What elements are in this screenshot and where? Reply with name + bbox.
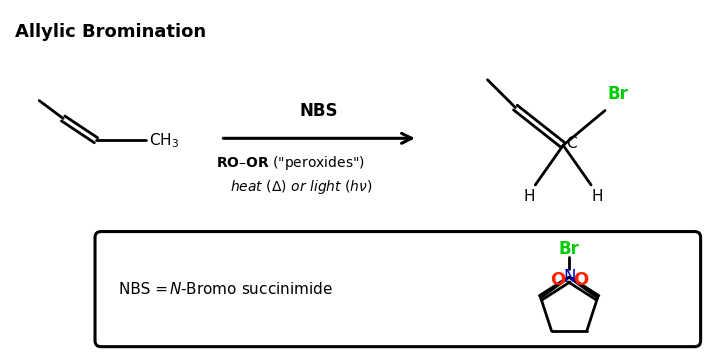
Text: N: N xyxy=(563,268,576,286)
Text: $\it{N}$-Bromo succinimide: $\it{N}$-Bromo succinimide xyxy=(169,281,333,297)
Text: $\mathbf{RO}$$\mathbf{–}$$\mathbf{OR}$ ("peroxides"): $\mathbf{RO}$$\mathbf{–}$$\mathbf{OR}$ (… xyxy=(215,154,365,172)
FancyBboxPatch shape xyxy=(95,232,701,347)
Text: O: O xyxy=(573,271,588,289)
Text: H: H xyxy=(591,189,603,204)
Text: Br: Br xyxy=(608,85,629,103)
Text: Allylic Bromination: Allylic Bromination xyxy=(16,23,207,41)
Text: Br: Br xyxy=(559,240,580,258)
Text: H: H xyxy=(523,189,535,204)
Text: NBS: NBS xyxy=(300,102,338,120)
Text: C: C xyxy=(566,136,577,151)
Text: $\it{heat\ (\Delta)\ or\ light\ (h\nu)}$: $\it{heat\ (\Delta)\ or\ light\ (h\nu)}$ xyxy=(231,178,373,196)
Text: O: O xyxy=(550,271,566,289)
Text: CH$_3$: CH$_3$ xyxy=(149,131,179,150)
Text: NBS =: NBS = xyxy=(119,282,173,297)
